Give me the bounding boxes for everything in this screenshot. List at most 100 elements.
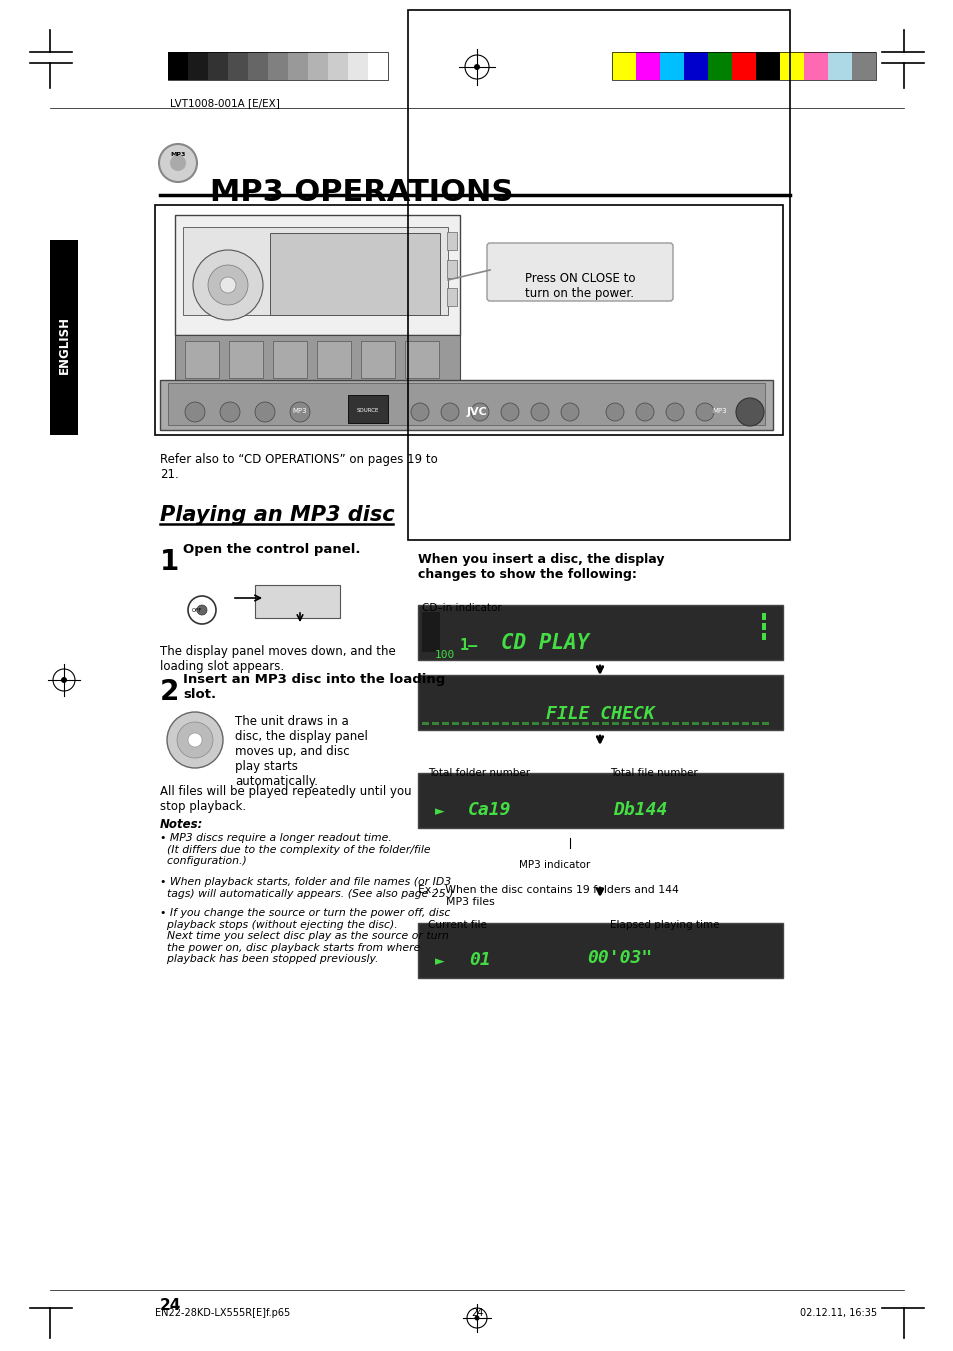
- Bar: [408, 9, 789, 540]
- Circle shape: [61, 677, 67, 684]
- Circle shape: [185, 403, 205, 422]
- Bar: [721, 721, 728, 725]
- Text: The unit draws in a
disc, the display panel
moves up, and disc
play starts
autom: The unit draws in a disc, the display pa…: [234, 715, 368, 788]
- Bar: [229, 340, 263, 378]
- Circle shape: [696, 403, 713, 422]
- Polygon shape: [254, 585, 339, 617]
- Circle shape: [474, 63, 479, 70]
- Text: MP3: MP3: [293, 408, 307, 413]
- Text: Refer also to “CD OPERATIONS” on pages 19 to
21.: Refer also to “CD OPERATIONS” on pages 1…: [160, 453, 437, 481]
- Bar: [432, 721, 438, 725]
- Bar: [541, 721, 548, 725]
- Text: 00'03": 00'03": [587, 948, 652, 967]
- Bar: [501, 721, 509, 725]
- Text: MP3: MP3: [712, 408, 726, 413]
- Bar: [421, 721, 429, 725]
- Text: When you insert a disc, the display
changes to show the following:: When you insert a disc, the display chan…: [417, 553, 664, 581]
- Text: Current file: Current file: [428, 920, 486, 929]
- Bar: [481, 721, 489, 725]
- Bar: [707, 51, 731, 80]
- Text: 2: 2: [160, 678, 179, 707]
- Text: Total folder number: Total folder number: [428, 767, 530, 778]
- Bar: [168, 382, 764, 426]
- Circle shape: [254, 403, 274, 422]
- Bar: [472, 721, 478, 725]
- Bar: [761, 721, 768, 725]
- Circle shape: [193, 250, 263, 320]
- Circle shape: [735, 399, 763, 426]
- Bar: [288, 51, 308, 80]
- Text: Db144: Db144: [612, 801, 666, 819]
- Text: The display panel moves down, and the
loading slot appears.: The display panel moves down, and the lo…: [160, 644, 395, 673]
- Text: JVC: JVC: [466, 407, 487, 417]
- Bar: [636, 51, 659, 80]
- Text: 1: 1: [160, 549, 179, 576]
- Bar: [405, 340, 438, 378]
- Text: 100: 100: [435, 650, 455, 661]
- Bar: [447, 288, 456, 305]
- Text: Insert an MP3 disc into the loading
slot.: Insert an MP3 disc into the loading slot…: [183, 673, 445, 701]
- Text: MP3 indicator: MP3 indicator: [518, 861, 590, 870]
- Bar: [208, 51, 228, 80]
- Bar: [160, 380, 772, 430]
- Circle shape: [167, 712, 223, 767]
- Text: MP3: MP3: [171, 153, 186, 158]
- Bar: [421, 612, 439, 653]
- Text: • When playback starts, folder and file names (or ID3
  tags) will automatically: • When playback starts, folder and file …: [160, 877, 453, 898]
- Text: ENGLISH: ENGLISH: [57, 316, 71, 374]
- Text: Elapsed playing time: Elapsed playing time: [609, 920, 719, 929]
- Bar: [328, 51, 348, 80]
- Bar: [308, 51, 328, 80]
- Text: Press ON CLOSE to
turn on the power.: Press ON CLOSE to turn on the power.: [524, 272, 635, 300]
- Text: FILE CHECK: FILE CHECK: [545, 705, 654, 723]
- Bar: [761, 634, 765, 640]
- Circle shape: [471, 403, 489, 422]
- Text: MP3 OPERATIONS: MP3 OPERATIONS: [210, 178, 513, 207]
- Bar: [827, 51, 851, 80]
- Bar: [612, 51, 875, 80]
- Circle shape: [177, 721, 213, 758]
- Bar: [417, 676, 782, 730]
- Bar: [572, 721, 578, 725]
- Bar: [755, 51, 780, 80]
- Bar: [441, 721, 449, 725]
- Bar: [174, 215, 459, 335]
- Bar: [417, 923, 782, 978]
- Text: ►: ►: [435, 955, 444, 969]
- Circle shape: [636, 403, 654, 422]
- Bar: [183, 227, 448, 315]
- Text: 24: 24: [471, 1308, 482, 1319]
- Bar: [452, 721, 458, 725]
- Text: LVT1008-001A [E/EX]: LVT1008-001A [E/EX]: [170, 99, 279, 108]
- Bar: [168, 51, 188, 80]
- Circle shape: [500, 403, 518, 422]
- Bar: [671, 721, 679, 725]
- Bar: [273, 340, 307, 378]
- Bar: [581, 721, 588, 725]
- Bar: [612, 51, 636, 80]
- Circle shape: [170, 155, 186, 172]
- Bar: [168, 51, 388, 80]
- Circle shape: [411, 403, 429, 422]
- Circle shape: [220, 277, 235, 293]
- Text: All files will be played repeatedly until you
stop playback.: All files will be played repeatedly unti…: [160, 785, 411, 813]
- Bar: [803, 51, 827, 80]
- Bar: [154, 205, 782, 435]
- Text: OFF: OFF: [192, 608, 202, 612]
- Bar: [268, 51, 288, 80]
- Bar: [851, 51, 875, 80]
- Bar: [228, 51, 248, 80]
- Text: • MP3 discs require a longer readout time.
  (It differs due to the complexity o: • MP3 discs require a longer readout tim…: [160, 834, 430, 866]
- Bar: [681, 721, 688, 725]
- Bar: [561, 721, 568, 725]
- Text: Total file number: Total file number: [609, 767, 697, 778]
- Bar: [185, 340, 219, 378]
- Bar: [417, 605, 782, 661]
- Text: • If you change the source or turn the power off, disc
  playback stops (without: • If you change the source or turn the p…: [160, 908, 450, 965]
- Bar: [621, 721, 628, 725]
- Bar: [731, 51, 755, 80]
- Bar: [612, 721, 618, 725]
- Bar: [651, 721, 659, 725]
- Bar: [691, 721, 699, 725]
- Bar: [368, 51, 388, 80]
